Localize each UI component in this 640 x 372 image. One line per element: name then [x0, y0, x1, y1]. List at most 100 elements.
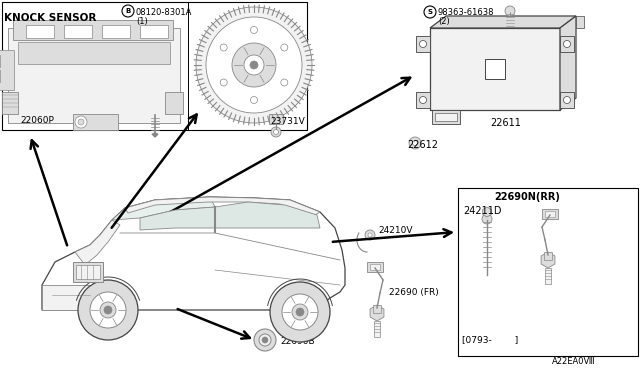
Text: 22690B: 22690B [280, 337, 315, 346]
Polygon shape [112, 197, 215, 220]
Circle shape [271, 127, 281, 137]
Polygon shape [483, 207, 492, 217]
Circle shape [122, 5, 134, 17]
Bar [13, 20, 173, 40]
Bar [430, 28, 560, 110]
Bar [102, 25, 130, 38]
Polygon shape [560, 16, 576, 110]
Bar [545, 268, 551, 284]
Bar [26, 25, 54, 38]
Circle shape [254, 329, 276, 351]
Polygon shape [75, 220, 120, 265]
Circle shape [273, 129, 278, 135]
Text: B: B [125, 8, 131, 14]
Circle shape [563, 96, 570, 103]
Circle shape [259, 334, 271, 346]
Circle shape [250, 26, 257, 33]
Circle shape [292, 304, 308, 320]
Circle shape [232, 43, 276, 87]
Text: 22611: 22611 [490, 118, 521, 128]
Circle shape [78, 119, 84, 125]
Circle shape [250, 61, 258, 69]
Bar [576, 16, 584, 28]
Circle shape [206, 17, 302, 113]
Circle shape [409, 137, 421, 149]
Circle shape [365, 230, 375, 240]
Circle shape [563, 41, 570, 48]
Bar [560, 92, 574, 108]
Bar [73, 114, 118, 130]
Bar [373, 305, 381, 313]
Text: 24211D: 24211D [463, 206, 502, 216]
Text: 22060P: 22060P [20, 116, 54, 125]
Circle shape [296, 308, 304, 316]
Bar [560, 36, 574, 52]
Circle shape [270, 282, 330, 342]
Text: (1): (1) [136, 17, 148, 26]
Bar [165, 92, 183, 114]
Circle shape [75, 116, 87, 128]
Bar [485, 59, 505, 79]
Polygon shape [541, 252, 555, 268]
Text: S: S [428, 9, 433, 15]
Text: 98363-61638: 98363-61638 [438, 8, 495, 17]
Circle shape [505, 6, 515, 16]
Text: 24210V: 24210V [378, 226, 413, 235]
Bar [544, 252, 552, 260]
Circle shape [482, 214, 492, 224]
Circle shape [220, 79, 227, 86]
Bar [64, 25, 92, 38]
Bar [140, 25, 168, 38]
Text: 22690 (FR): 22690 (FR) [389, 288, 439, 297]
Bar [8, 28, 180, 123]
Bar [432, 110, 460, 124]
Bar [542, 209, 558, 219]
Polygon shape [140, 207, 215, 230]
Circle shape [281, 44, 288, 51]
Text: 08120-8301A: 08120-8301A [136, 8, 193, 17]
Circle shape [78, 280, 138, 340]
Circle shape [424, 6, 436, 18]
Text: [0793-        ]: [0793- ] [462, 335, 518, 344]
Bar [2, 2, 307, 130]
Circle shape [262, 337, 268, 343]
Text: 23731V: 23731V [270, 117, 305, 126]
Circle shape [104, 306, 112, 314]
Bar [269, 114, 283, 124]
Polygon shape [42, 197, 345, 310]
Bar [18, 42, 170, 64]
Circle shape [100, 302, 116, 318]
Polygon shape [125, 197, 320, 215]
Bar [416, 36, 430, 52]
Polygon shape [215, 202, 320, 228]
Circle shape [368, 233, 372, 237]
Bar [370, 264, 380, 270]
Bar [42, 285, 100, 310]
Bar [416, 92, 430, 108]
Bar [0, 50, 14, 90]
Polygon shape [430, 16, 576, 28]
Circle shape [90, 292, 126, 328]
Bar [367, 262, 383, 272]
Text: KNOCK SENSOR: KNOCK SENSOR [4, 13, 97, 23]
Bar [458, 188, 638, 356]
Bar [73, 262, 103, 282]
Circle shape [250, 96, 257, 103]
Bar [76, 265, 100, 279]
FancyArrow shape [152, 133, 158, 137]
Polygon shape [370, 305, 384, 321]
Text: 22612: 22612 [407, 140, 438, 150]
Circle shape [419, 96, 426, 103]
Circle shape [282, 294, 318, 330]
Circle shape [244, 55, 264, 75]
Bar [2, 92, 18, 114]
Circle shape [419, 41, 426, 48]
Circle shape [413, 141, 417, 145]
Circle shape [196, 7, 312, 123]
Text: 22690N(RR): 22690N(RR) [494, 192, 560, 202]
Circle shape [281, 79, 288, 86]
Bar [545, 211, 555, 217]
Text: A22EA0Ⅷ: A22EA0Ⅷ [552, 357, 596, 366]
Circle shape [220, 44, 227, 51]
Bar [435, 113, 457, 121]
